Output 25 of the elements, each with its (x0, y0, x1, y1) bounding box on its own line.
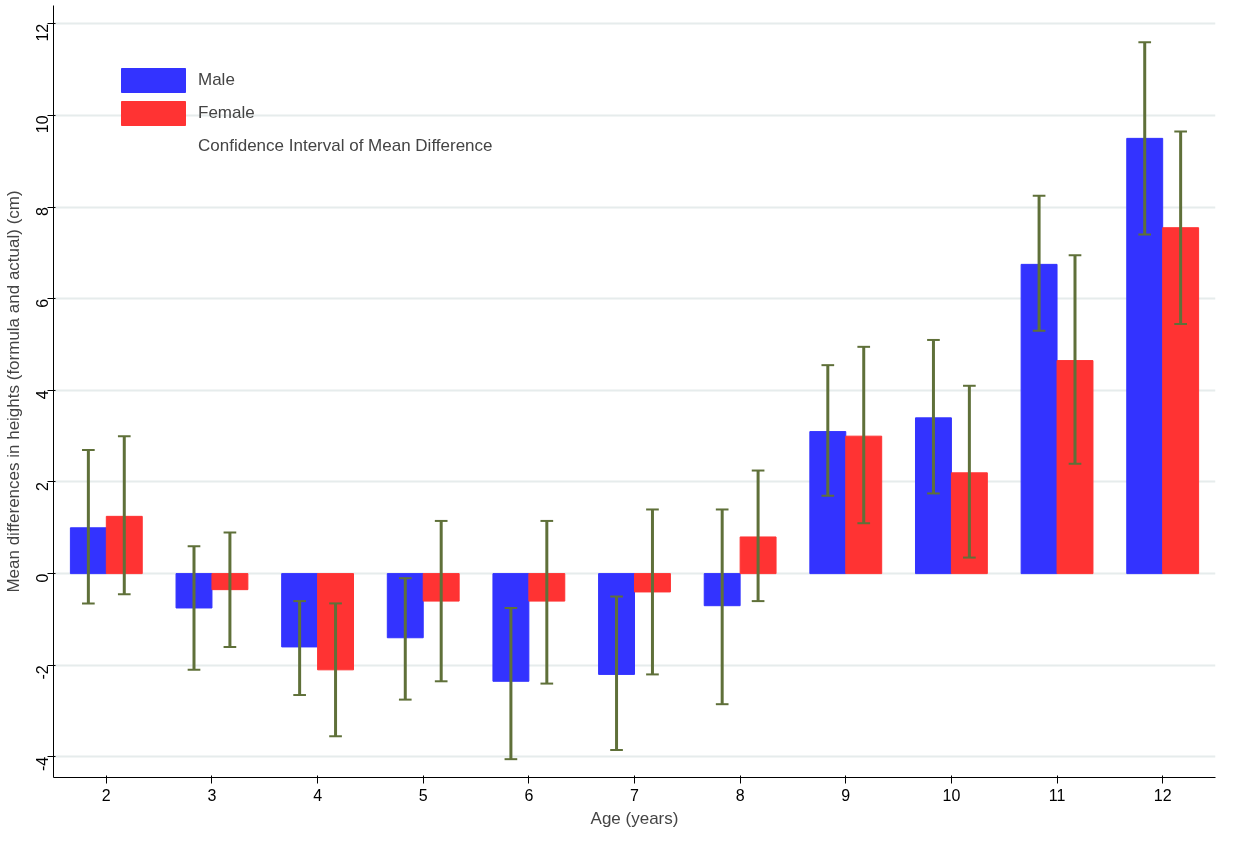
x-tick-label: 4 (313, 786, 323, 804)
y-tick-label: 6 (34, 298, 52, 308)
legend-label: Male (198, 70, 235, 90)
y-tick-label: 2 (34, 481, 52, 491)
y-tick-label: 8 (34, 206, 52, 216)
y-tick-label: -4 (34, 756, 52, 772)
x-tick-label: 3 (207, 786, 217, 804)
y-tick-label: 12 (34, 23, 52, 42)
y-tick-label: 4 (34, 390, 52, 400)
annotation: Confidence Interval of Mean Difference (198, 136, 493, 156)
x-tick-label: 7 (630, 786, 640, 804)
x-tick-label: 12 (1153, 786, 1172, 804)
x-tick-label: 8 (735, 786, 745, 804)
x-tick-label: 5 (418, 786, 428, 804)
x-tick-label: 11 (1048, 786, 1066, 804)
x-tick-label: 6 (524, 786, 534, 804)
x-tick-label: 9 (841, 786, 851, 804)
x-tick-label: 10 (942, 786, 961, 804)
x-axis-title: Age (years) (590, 808, 679, 828)
x-tick-label: 2 (101, 786, 111, 804)
legend-label: Female (198, 103, 255, 123)
y-tick-label: -2 (34, 665, 52, 680)
y-axis-title: Mean differences in heights (formula and actual) (cm) (3, 190, 23, 593)
y-tick-label: 0 (34, 573, 52, 583)
y-tick-label: 10 (34, 115, 52, 134)
